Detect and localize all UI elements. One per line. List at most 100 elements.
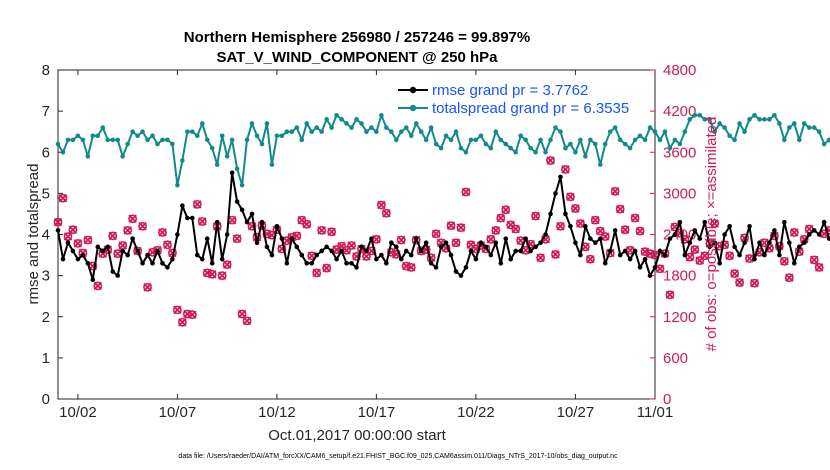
rmse-point [160, 260, 165, 266]
obs-possible-marker [83, 235, 93, 245]
obs-assimilated-marker [327, 227, 336, 236]
totalspread-point [792, 121, 797, 126]
rmse-point [90, 277, 96, 283]
obs-assimilated-marker [511, 224, 520, 234]
obs-possible-marker [192, 199, 202, 209]
obs-possible-marker [177, 317, 187, 327]
totalspread-point [309, 129, 315, 134]
obs-possible-marker [610, 186, 620, 196]
obs-possible-marker [451, 238, 461, 248]
obs-assimilated-marker [556, 222, 565, 231]
totalspread-point [239, 182, 245, 188]
rmse-point [792, 260, 797, 266]
obs-possible-marker [128, 214, 138, 224]
obs-assimilated-marker [68, 225, 78, 234]
totalspread-point [627, 145, 633, 151]
obs-possible-marker [536, 253, 545, 263]
obs-possible-marker [575, 219, 585, 228]
totalspread-point [448, 137, 454, 143]
totalspread-point [150, 133, 155, 139]
totalspread-point [120, 154, 125, 159]
obs-possible-marker [486, 234, 496, 244]
rmse-point [677, 219, 683, 225]
totalspread-point [354, 117, 359, 122]
obs-possible-marker [456, 223, 466, 233]
rmse-point [747, 223, 752, 229]
obs-assimilated-marker [73, 239, 83, 248]
obs-assimilated-marker [561, 165, 570, 174]
chart-title-line1: Northern Hemisphere 256980 / 257246 = 99… [184, 29, 530, 46]
totalspread-point [806, 125, 812, 130]
obs-possible-marker [133, 246, 142, 256]
obs-assimilated-marker [58, 193, 68, 203]
totalspread-point [190, 129, 195, 134]
y2-tick-label: 3600 [663, 144, 696, 161]
totalspread-point [682, 129, 688, 134]
legend-rmse-label: rmse grand pr = 3.7762 [432, 82, 588, 99]
totalspread-point [219, 133, 225, 139]
totalspread-point [811, 125, 817, 130]
totalspread-point [588, 137, 593, 143]
obs-possible-marker [566, 192, 575, 202]
x-tick-label: 10/12 [258, 404, 296, 421]
obs-possible-marker [725, 251, 735, 261]
legend: rmse grand pr = 3.7762 totalspread grand… [398, 82, 629, 117]
totalspread-point [443, 133, 449, 139]
y-axis-label: rmse and totalspread [25, 164, 42, 305]
totalspread-point [214, 162, 220, 167]
obs-assimilated-marker [665, 290, 675, 300]
obs-possible-marker [312, 268, 322, 278]
chart-title-line2: SAT_V_WIND_COMPONENT @ 250 hPa [216, 49, 498, 66]
totalspread-point [299, 137, 305, 143]
totalspread-point [433, 141, 439, 147]
totalspread-point [488, 145, 494, 151]
y2-tick-label: 4800 [663, 62, 696, 79]
totalspread-point [294, 125, 300, 130]
rmse-point [777, 252, 782, 258]
totalspread-point [244, 137, 250, 143]
totalspread-point [384, 125, 389, 130]
rmse-point [364, 248, 369, 254]
obs-assimilated-marker [700, 251, 709, 260]
rmse-point [105, 244, 111, 250]
rmse-point [85, 260, 91, 266]
rmse-point [453, 269, 459, 274]
totalspread-point [593, 141, 598, 147]
rmse-point [55, 228, 61, 233]
obs-assimilated-marker [785, 273, 794, 282]
totalspread-point [752, 112, 757, 118]
rmse-point [737, 252, 742, 258]
rmse-point [279, 236, 285, 241]
totalspread-point [264, 121, 270, 126]
obs-possible-marker [446, 221, 456, 230]
obs-possible-marker [784, 273, 794, 283]
x-axis: 10/02 10/07 10/12 10/17 10/22 10/27 11/01 [59, 70, 673, 421]
obs-possible-marker [431, 229, 441, 239]
obs-assimilated-marker [347, 241, 356, 250]
totalspread-point [657, 137, 663, 143]
obs-possible-marker [809, 255, 819, 265]
rmse-point [413, 236, 419, 241]
rmse-point [503, 236, 509, 241]
totalspread-point [583, 154, 588, 159]
rmse-point [588, 236, 593, 241]
totalspread-point [185, 129, 190, 134]
obs-possible-marker [158, 228, 167, 237]
totalspread-point [483, 141, 489, 147]
obs-possible-marker [396, 235, 406, 245]
rmse-point [617, 252, 623, 258]
rmse-point [204, 236, 210, 241]
rmse-point [806, 232, 812, 237]
obs-possible-marker [590, 215, 600, 225]
obs-assimilated-marker [601, 232, 610, 241]
y-tick-label: 0 [42, 391, 50, 408]
y-tick-label: 6 [42, 144, 50, 161]
obs-possible-marker [600, 232, 610, 241]
rmse-point [394, 244, 399, 250]
rmse-point [717, 260, 722, 266]
obs-assimilated-marker [486, 235, 496, 244]
obs-assimilated-marker [546, 156, 555, 165]
totalspread-point [199, 121, 205, 126]
totalspread-point [732, 137, 737, 143]
totalspread-point [418, 129, 424, 134]
